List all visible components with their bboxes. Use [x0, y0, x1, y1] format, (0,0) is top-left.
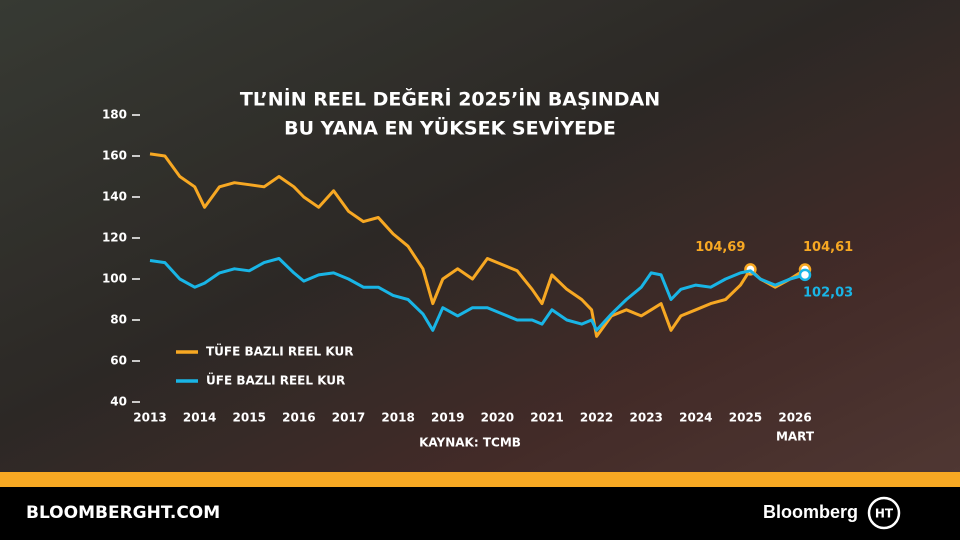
y-tick-label: 160 [102, 149, 127, 163]
x-tick-label: 2017 [332, 411, 365, 425]
x-tick-label: 2022 [580, 411, 613, 425]
x-tick-label: 2026 [778, 411, 811, 425]
overlay [0, 0, 960, 472]
y-tick-label: 60 [110, 354, 127, 368]
x-tick-label: 2015 [233, 411, 266, 425]
footer-bar [0, 487, 960, 540]
y-tick-label: 120 [102, 231, 127, 245]
y-tick-label: 180 [102, 108, 127, 122]
x-tick-label: 2020 [481, 411, 514, 425]
series-line [149, 152, 806, 338]
value-label: 104,69 [695, 240, 745, 255]
x-tick-label: 2014 [183, 411, 216, 425]
legend-label: ÜFE BAZLI REEL KUR [206, 373, 345, 388]
x-tick-label: 2024 [679, 411, 712, 425]
logo-ring [867, 496, 901, 530]
legend-label: TÜFE BAZLI REEL KUR [206, 344, 353, 359]
x-tick-label: 2023 [630, 411, 663, 425]
x-tick-label: 2025 [729, 411, 762, 425]
series-line [149, 257, 806, 332]
source: KAYNAK: TCMB [419, 436, 521, 450]
x-tick-label: 2016 [282, 411, 315, 425]
x-note: MART [776, 430, 815, 444]
y-tick-label: 100 [102, 272, 127, 286]
title-line: BU YANA EN YÜKSEK SEVİYEDE [284, 116, 616, 140]
x-tick-label: 2019 [431, 411, 464, 425]
point-marker [798, 268, 812, 282]
y-tick-label: 80 [110, 313, 127, 327]
value-label: 104,61 [803, 240, 853, 255]
x-tick-label: 2013 [133, 411, 166, 425]
footer-site: BLOOMBERGHT.COM [26, 503, 220, 523]
y-tick-label: 140 [102, 190, 127, 204]
footer-brand: Bloomberg [763, 502, 858, 522]
logo-text: HT [875, 507, 894, 521]
background [0, 0, 960, 472]
x-tick-label: 2021 [530, 411, 563, 425]
footer-stripe [0, 472, 960, 487]
y-tick-label: 40 [110, 395, 127, 409]
x-tick-label: 2018 [381, 411, 414, 425]
title-line: TL’NİN REEL DEĞERİ 2025’İN BAŞINDAN [240, 87, 660, 111]
value-label: 102,03 [803, 285, 853, 300]
